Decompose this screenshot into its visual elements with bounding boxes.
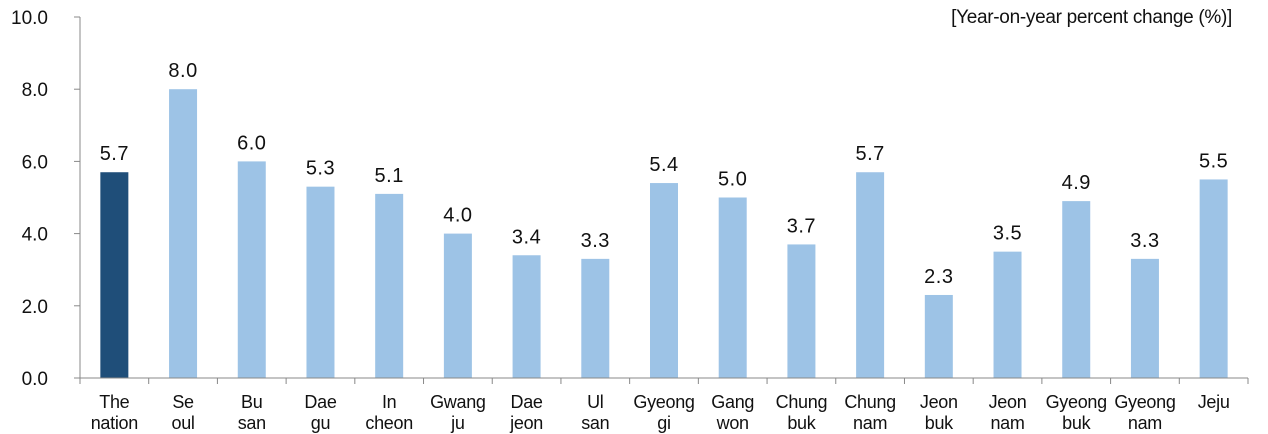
- bar: [924, 294, 953, 378]
- x-category-label: Chung: [844, 392, 896, 412]
- y-tick-label: 10.0: [11, 8, 48, 29]
- bar-value-label: 5.7: [100, 143, 129, 165]
- x-category-label: buk: [925, 413, 954, 433]
- bar-value-label: 5.5: [1199, 150, 1228, 172]
- y-tick-label: 8.0: [22, 80, 48, 101]
- bar: [1130, 258, 1159, 378]
- bar: [787, 244, 816, 378]
- bar: [581, 258, 610, 378]
- bar-value-label: 5.0: [718, 169, 747, 191]
- x-category-label: Gwang: [430, 392, 486, 412]
- x-category-label: Jeon: [920, 392, 958, 412]
- bar-value-label: 3.4: [512, 226, 541, 248]
- axes: [79, 17, 1249, 384]
- x-category-label: ju: [450, 413, 464, 433]
- bar-value-label: 3.3: [1130, 230, 1159, 252]
- y-tick-label: 4.0: [22, 225, 48, 246]
- x-category-label: Jeju: [1198, 392, 1230, 412]
- x-category-label: nation: [91, 413, 138, 433]
- x-category-label: jeon: [509, 413, 543, 433]
- bars: [100, 89, 1228, 378]
- x-category-label: Dae: [304, 392, 336, 412]
- x-category-label: Gyeong: [633, 392, 694, 412]
- x-category-label: Gang: [711, 392, 754, 412]
- bar-value-label: 4.9: [1062, 172, 1091, 194]
- bar: [856, 172, 885, 378]
- x-category-label: Gyeong: [1114, 392, 1175, 412]
- x-category-label: Ul: [587, 392, 603, 412]
- x-category-label: buk: [787, 413, 816, 433]
- x-category-label: nam: [990, 413, 1024, 433]
- bar: [512, 255, 541, 378]
- bar-value-label: 4.0: [443, 205, 472, 227]
- bar: [443, 233, 472, 378]
- x-category-label: won: [716, 413, 749, 433]
- x-category-label: Se: [172, 392, 194, 412]
- bar-value-label: 5.3: [306, 158, 335, 180]
- bar: [237, 161, 266, 378]
- bar: [100, 172, 129, 378]
- x-category-label: nam: [853, 413, 887, 433]
- bar: [993, 251, 1022, 378]
- bar-value-label: 3.7: [787, 215, 816, 237]
- y-tick-label: 0.0: [22, 369, 48, 390]
- bar-value-label: 2.3: [924, 266, 953, 288]
- bar-value-label: 8.0: [168, 60, 197, 82]
- x-category-label: san: [238, 413, 266, 433]
- x-category-label: In: [382, 392, 396, 412]
- bar-value-label: 3.5: [993, 223, 1022, 245]
- bar-value-label: 3.3: [581, 230, 610, 252]
- bar: [306, 186, 335, 378]
- x-axis-labels: ThenationSeoulBusanDaeguIncheonGwangjuDa…: [91, 392, 1230, 433]
- bar: [718, 197, 747, 378]
- data-labels: 5.7 8.0 6.0 5.3 5.1 4.0 3.4 3.3 5.4 5.0 3.7 5.7 2.3 3…: [100, 60, 1228, 288]
- bar: [169, 89, 198, 378]
- bar: [650, 183, 678, 378]
- x-category-label: san: [581, 413, 609, 433]
- x-category-label: gu: [311, 413, 330, 433]
- x-category-label: Bu: [241, 392, 262, 412]
- y-tick-label: 2.0: [22, 297, 48, 318]
- bar: [1199, 179, 1228, 378]
- x-category-label: Dae: [511, 392, 543, 412]
- y-axis-ticks: 0.0 2.0 4.0 6.0 8.0 10.0: [11, 8, 80, 390]
- bar: [1062, 201, 1091, 378]
- x-category-label: gi: [657, 413, 670, 433]
- bar-value-label: 5.1: [375, 165, 404, 187]
- x-category-label: cheon: [365, 413, 413, 433]
- x-category-label: Gyeong: [1046, 392, 1107, 412]
- x-category-label: Jeon: [989, 392, 1027, 412]
- unit-note: [Year-on-year percent change (%)]: [951, 7, 1232, 28]
- x-category-label: Chung: [776, 392, 828, 412]
- x-category-label: buk: [1062, 413, 1091, 433]
- x-category-label: nam: [1128, 413, 1162, 433]
- bar-value-label: 6.0: [237, 132, 266, 154]
- bar-value-label: 5.4: [649, 154, 678, 176]
- y-tick-label: 6.0: [22, 152, 48, 173]
- bar: [375, 193, 404, 378]
- x-category-label: The: [99, 392, 129, 412]
- x-category-label: oul: [171, 413, 194, 433]
- bar-value-label: 5.7: [855, 143, 884, 165]
